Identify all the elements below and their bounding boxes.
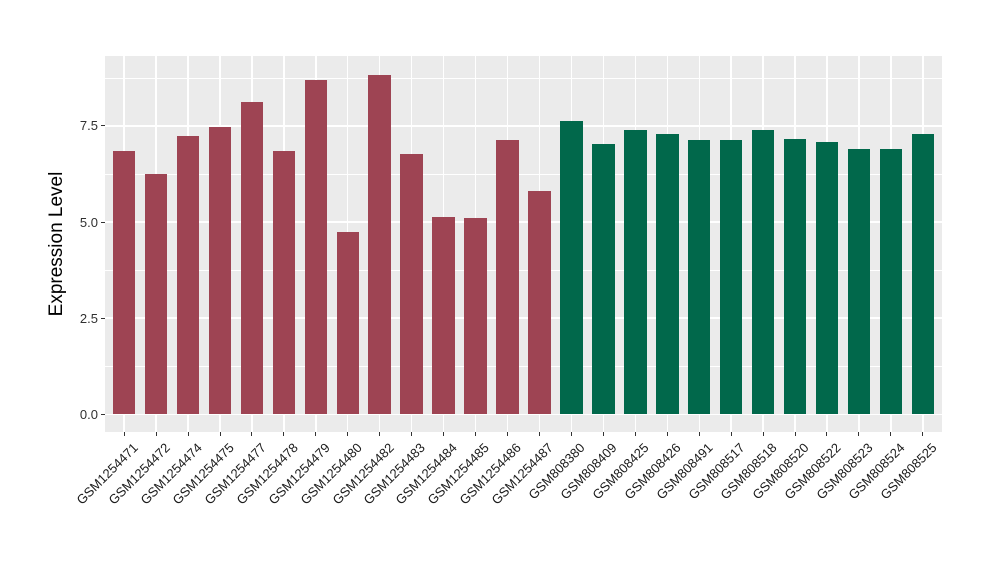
x-tick	[315, 432, 317, 436]
y-tick	[101, 413, 105, 415]
bar	[496, 140, 519, 415]
plot-panel	[105, 56, 942, 432]
x-tick	[411, 432, 413, 436]
bar	[304, 80, 328, 415]
bar	[592, 144, 615, 415]
bar	[911, 133, 935, 415]
bar	[112, 150, 136, 415]
x-tick	[858, 432, 860, 436]
minor-gridline	[105, 77, 942, 79]
x-tick	[123, 432, 125, 436]
bar	[368, 74, 391, 415]
x-tick	[890, 432, 892, 436]
x-tick	[475, 432, 477, 436]
bar	[560, 120, 583, 415]
x-tick	[347, 432, 349, 436]
minor-gridline	[105, 173, 942, 175]
x-tick	[443, 432, 445, 436]
x-tick	[794, 432, 796, 436]
y-tick-label: 5.0	[79, 214, 98, 230]
x-tick	[570, 432, 572, 436]
x-tick	[379, 432, 381, 436]
major-gridline	[105, 125, 942, 127]
bar	[176, 135, 200, 415]
x-tick	[283, 432, 285, 436]
x-tick	[666, 432, 668, 436]
bar	[656, 133, 679, 415]
major-gridline	[105, 221, 942, 223]
major-gridline	[105, 317, 942, 319]
x-tick	[730, 432, 732, 436]
y-tick-label: 0.0	[79, 406, 98, 422]
bar	[400, 154, 423, 415]
x-tick	[826, 432, 828, 436]
x-tick	[219, 432, 221, 436]
y-tick-label: 2.5	[79, 310, 98, 326]
x-tick	[602, 432, 604, 436]
x-tick	[507, 432, 509, 436]
bar	[144, 173, 168, 415]
bar	[751, 130, 775, 415]
x-tick	[187, 432, 189, 436]
bar	[272, 150, 296, 415]
bar	[336, 231, 360, 415]
bar	[783, 138, 807, 415]
bar	[624, 130, 647, 415]
bar	[208, 127, 232, 415]
x-tick	[762, 432, 764, 436]
bar	[815, 142, 839, 415]
minor-gridline	[105, 269, 942, 271]
y-tick	[101, 221, 105, 223]
bar	[240, 101, 264, 415]
x-tick	[634, 432, 636, 436]
bar	[432, 216, 455, 415]
minor-gridline	[105, 365, 942, 367]
y-tick	[101, 125, 105, 127]
x-tick	[698, 432, 700, 436]
bar	[464, 217, 487, 415]
x-tick	[538, 432, 540, 436]
y-axis-title: Expression Level	[46, 171, 67, 317]
x-tick	[922, 432, 924, 436]
y-tick	[101, 317, 105, 319]
bar	[719, 140, 743, 415]
bar	[879, 148, 903, 415]
x-tick	[251, 432, 253, 436]
bar	[528, 190, 551, 415]
x-tick	[155, 432, 157, 436]
bar	[687, 140, 711, 415]
bar	[847, 148, 871, 415]
major-gridline	[105, 413, 942, 416]
y-tick-label: 7.5	[79, 118, 98, 134]
